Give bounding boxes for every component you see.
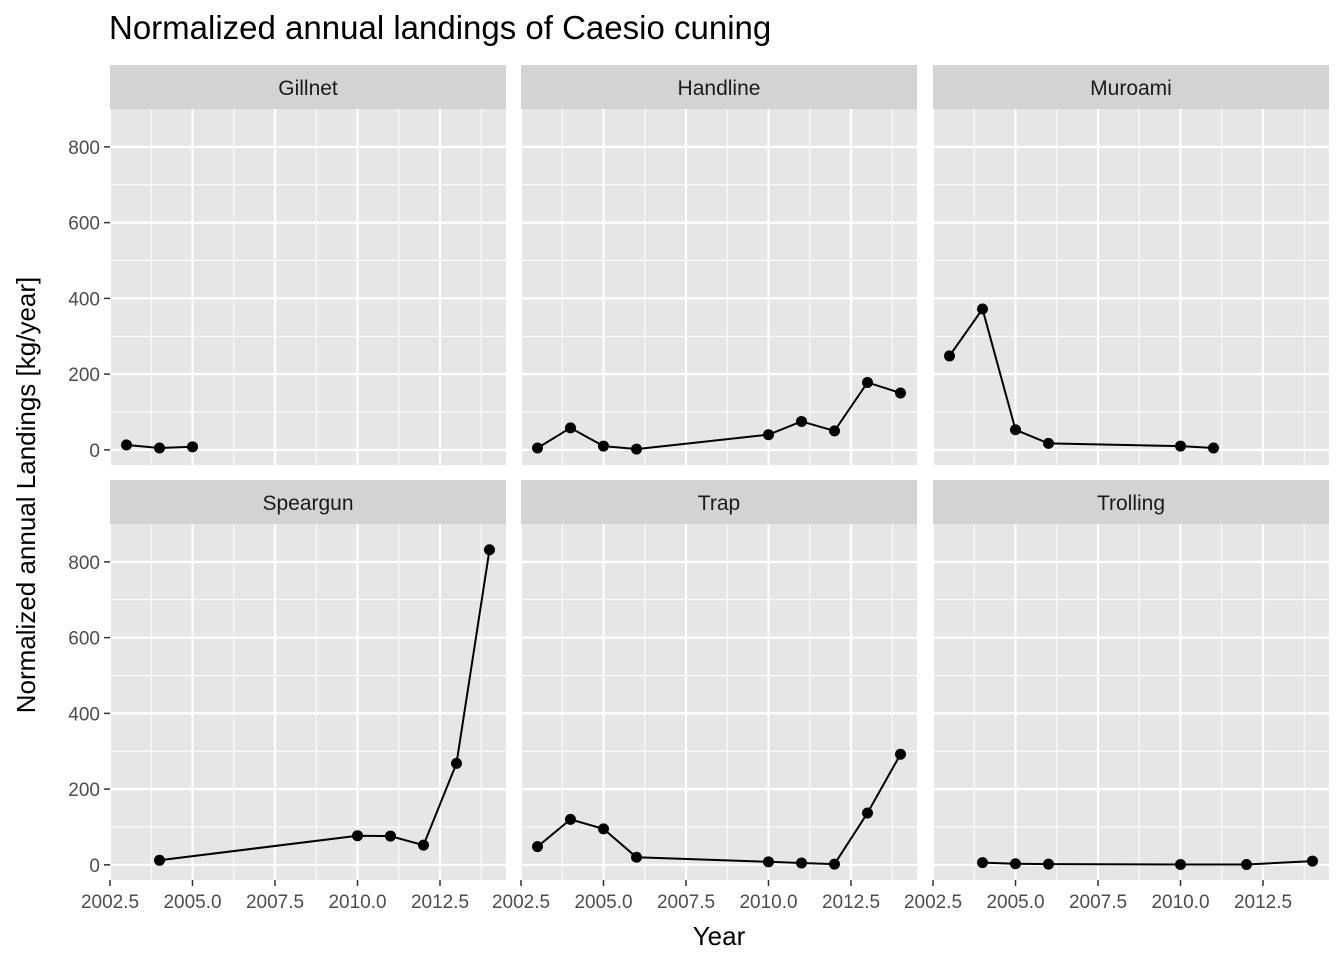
- x-tick-label: 2007.5: [246, 892, 304, 913]
- strip-label-muroami: Muroami: [1090, 77, 1172, 100]
- panel-trap: Trap 2002.5 2005.0 2007.5 2010.0 2012.5: [492, 480, 917, 913]
- data-point: [944, 350, 955, 362]
- strip-label-speargun: Speargun: [262, 492, 353, 515]
- data-point: [829, 425, 840, 437]
- x-tick-label: 2010.0: [328, 892, 386, 913]
- facet-panels: Gillnet 0 200 400 600 800 Handline Muroami Spear…: [68, 65, 1329, 913]
- strip-label-handline: Handline: [678, 77, 761, 100]
- data-point: [631, 851, 642, 863]
- data-point: [977, 857, 988, 869]
- data-point: [154, 854, 165, 866]
- x-tick-label: 2002.5: [81, 892, 139, 913]
- data-point: [862, 376, 873, 388]
- data-point: [895, 748, 906, 760]
- y-tick-label: 800: [68, 138, 100, 159]
- strip-trap: [521, 480, 917, 524]
- y-tick-label: 600: [68, 214, 100, 235]
- x-tick-label: 2010.0: [739, 892, 797, 913]
- data-point: [1010, 858, 1021, 870]
- data-point: [763, 856, 774, 868]
- strip-speargun: [110, 480, 506, 524]
- panel-trolling: Trolling 2002.5 2005.0 2007.5 2010.0 2012.5: [904, 480, 1329, 913]
- panel-gillnet: Gillnet 0 200 400 600 800: [68, 65, 506, 465]
- series-line-trolling: [982, 860, 1313, 866]
- strip-label-gillnet: Gillnet: [278, 77, 338, 100]
- x-tick-label: 2002.5: [492, 892, 550, 913]
- x-tick-label: 2012.5: [822, 892, 880, 913]
- data-point: [154, 442, 165, 454]
- series-line-muroami: [948, 306, 1214, 449]
- data-point: [1175, 858, 1186, 870]
- y-tick-label: 200: [68, 365, 100, 386]
- data-point: [1043, 437, 1054, 449]
- data-point: [598, 823, 609, 835]
- data-point: [895, 387, 906, 399]
- x-tick-label: 2012.5: [411, 892, 469, 913]
- x-axis-title: Year: [693, 921, 746, 951]
- data-point: [1208, 442, 1219, 454]
- data-point: [977, 303, 988, 315]
- data-point: [1010, 424, 1021, 436]
- data-point: [484, 544, 495, 556]
- x-tick-label: 2002.5: [904, 892, 962, 913]
- y-axis-title: Normalized annual Landings [kg/year]: [11, 277, 41, 713]
- data-point: [829, 858, 840, 870]
- data-point: [796, 415, 807, 427]
- panel-muroami: Muroami: [931, 65, 1329, 465]
- strip-trolling: [933, 480, 1329, 524]
- data-point: [1043, 858, 1054, 870]
- series-line-speargun: [159, 549, 491, 862]
- x-tick-label: 2005.0: [986, 892, 1044, 913]
- strip-muroami: [933, 65, 1329, 109]
- y-tick-label: 400: [68, 704, 100, 725]
- data-point: [1241, 858, 1252, 870]
- data-point: [565, 813, 576, 825]
- y-tick-label: 200: [68, 780, 100, 801]
- x-tick-label: 2010.0: [1151, 892, 1209, 913]
- data-point: [565, 422, 576, 434]
- y-tick-label: 600: [68, 629, 100, 650]
- data-point: [187, 441, 198, 453]
- x-tick-label: 2012.5: [1234, 892, 1292, 913]
- strip-label-trolling: Trolling: [1097, 492, 1165, 515]
- data-point: [121, 439, 132, 451]
- data-point: [532, 442, 543, 454]
- y-tick-label: 0: [89, 856, 100, 877]
- data-point: [352, 830, 363, 842]
- strip-gillnet: [110, 65, 506, 109]
- panel-handline: Handline: [519, 65, 917, 465]
- strip-label-trap: Trap: [698, 492, 740, 515]
- x-tick-label: 2007.5: [1069, 892, 1127, 913]
- x-tick-label: 2007.5: [657, 892, 715, 913]
- data-point: [631, 443, 642, 455]
- data-point: [862, 807, 873, 819]
- data-point: [1175, 440, 1186, 452]
- data-point: [763, 429, 774, 441]
- data-point: [796, 857, 807, 869]
- y-tick-label: 0: [89, 441, 100, 462]
- y-tick-label: 800: [68, 553, 100, 574]
- data-point: [1307, 855, 1318, 867]
- data-point: [598, 440, 609, 452]
- chart-title: Normalized annual landings of Caesio cun…: [109, 9, 771, 46]
- data-point: [385, 830, 396, 842]
- panel-speargun: Speargun 0 200 400 600 800 2002.5 2005.0 2007.5 2…: [68, 480, 506, 913]
- x-tick-label: 2005.0: [574, 892, 632, 913]
- data-point: [532, 841, 543, 853]
- data-point: [418, 839, 429, 851]
- data-point: [451, 757, 462, 769]
- y-tick-label: 400: [68, 289, 100, 310]
- strip-handline: [521, 65, 917, 109]
- x-tick-label: 2005.0: [163, 892, 221, 913]
